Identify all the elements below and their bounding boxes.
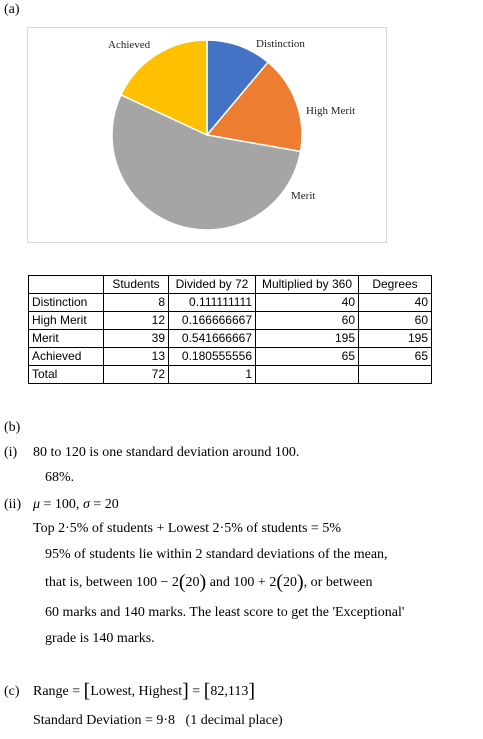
table-header-cell: [28, 275, 104, 294]
table-cell: 195: [358, 329, 432, 348]
line4-text-d: 20: [283, 575, 297, 590]
part-b-ii-line3: 95% of students lie within 2 standard de…: [45, 547, 388, 562]
table-row: Merit 39 0.541666667 195 195: [28, 329, 432, 348]
part-c-range: Range = [Lowest, Highest] = [82,113]: [33, 681, 255, 701]
line4-text-c: and 100 + 2: [206, 575, 277, 590]
left-bracket: [: [83, 680, 91, 702]
sigma-symbol: σ: [82, 497, 90, 512]
part-b-i-label: (i): [4, 445, 18, 460]
range-text-c: =: [188, 684, 204, 699]
part-b-ii-line2: Top 2·5% of students + Lowest 2·5% of st…: [33, 521, 341, 536]
table-header-cell: Multiplied by 360: [255, 275, 359, 294]
pie-label-distinction: Distinction: [256, 38, 305, 50]
right-paren: ): [297, 571, 304, 593]
table-header-cell: Degrees: [358, 275, 432, 294]
line4-text-a: that is, between 100 − 2: [45, 575, 179, 590]
pie-slice-achieved: [119, 39, 208, 137]
line4-text-e: , or between: [303, 575, 373, 590]
right-bracket: ]: [182, 680, 189, 702]
left-bracket: [: [203, 680, 211, 702]
pie-chart-frame: Distinction High Merit Merit Achieved: [27, 27, 387, 243]
table-header-cell: Divided by 72: [168, 275, 256, 294]
table-cell: 0.166666667: [168, 311, 256, 330]
mu-value: = 100,: [40, 497, 83, 512]
table-cell: 72: [103, 365, 169, 384]
data-table: Students Divided by 72 Multiplied by 360…: [28, 275, 432, 384]
table-cell: Merit: [28, 329, 104, 348]
table-row: Achieved 13 0.180555556 65 65: [28, 347, 432, 366]
table-cell: [255, 365, 359, 384]
right-bracket: ]: [248, 680, 256, 702]
part-b-label: (b): [4, 420, 21, 435]
table-cell: 39: [103, 329, 169, 348]
table-header-row: Students Divided by 72 Multiplied by 360…: [28, 275, 432, 294]
pie-label-merit: Merit: [291, 190, 315, 202]
part-a-label: (a): [4, 2, 20, 17]
table-cell: 40: [255, 293, 359, 312]
table-cell: Achieved: [28, 347, 104, 366]
range-text-d: 82,113: [210, 684, 249, 699]
sigma-value: = 20: [89, 497, 119, 512]
table-cell: Distinction: [28, 293, 104, 312]
table-cell: 60: [358, 311, 432, 330]
table-cell: 1: [168, 365, 256, 384]
pie-chart: Distinction High Merit Merit Achieved: [108, 38, 355, 231]
range-text-b: Lowest, Highest: [90, 684, 183, 699]
mu-symbol: μ: [33, 497, 41, 512]
table-row: Distinction 8 0.111111111 40 40: [28, 293, 432, 312]
table-cell: 195: [255, 329, 359, 348]
line4-text-b: 20: [185, 575, 200, 590]
table-cell: 13: [103, 347, 169, 366]
table-cell: 0.541666667: [168, 329, 256, 348]
table-cell: 40: [358, 293, 432, 312]
table-cell: High Merit: [28, 311, 104, 330]
table-header-cell: Students: [103, 275, 169, 294]
part-b-ii-line6: grade is 140 marks.: [45, 631, 155, 646]
table-cell: 12: [103, 311, 169, 330]
pie-label-achieved: Achieved: [108, 39, 151, 51]
left-paren: (: [178, 571, 186, 593]
table-row: High Merit 12 0.166666667 60 60: [28, 311, 432, 330]
pie-label-high-merit: High Merit: [306, 105, 355, 117]
range-text-a: Range =: [33, 684, 84, 699]
table-cell: 8: [103, 293, 169, 312]
part-c-sd: Standard Deviation = 9·8 (1 decimal plac…: [33, 713, 283, 728]
part-b-ii-label: (ii): [4, 497, 22, 512]
table-cell: Total: [28, 365, 104, 384]
part-b-i-line1: 80 to 120 is one standard deviation arou…: [33, 445, 300, 460]
part-b-ii-line4: that is, between 100 − 2(20) and 100 + 2…: [45, 572, 373, 592]
part-c-label: (c): [4, 684, 20, 699]
left-paren: (: [276, 571, 283, 593]
table-cell: 60: [255, 311, 359, 330]
table-cell: 65: [255, 347, 359, 366]
part-b-ii-line5: 60 marks and 140 marks. The least score …: [45, 605, 405, 620]
pie-slice-high-merit: [205, 61, 303, 153]
part-b-i-line2: 68%.: [45, 470, 75, 485]
table-cell: 65: [358, 347, 432, 366]
table-cell: [358, 365, 432, 384]
right-paren: ): [199, 571, 207, 593]
table-cell: 0.111111111: [168, 293, 256, 312]
table-cell: 0.180555556: [168, 347, 256, 366]
pie-slice-merit: [111, 93, 302, 231]
table-row: Total 72 1: [28, 365, 432, 384]
pie-slice-distinction: [206, 39, 270, 138]
part-b-ii-params: μ = 100, σ = 20: [33, 497, 119, 513]
